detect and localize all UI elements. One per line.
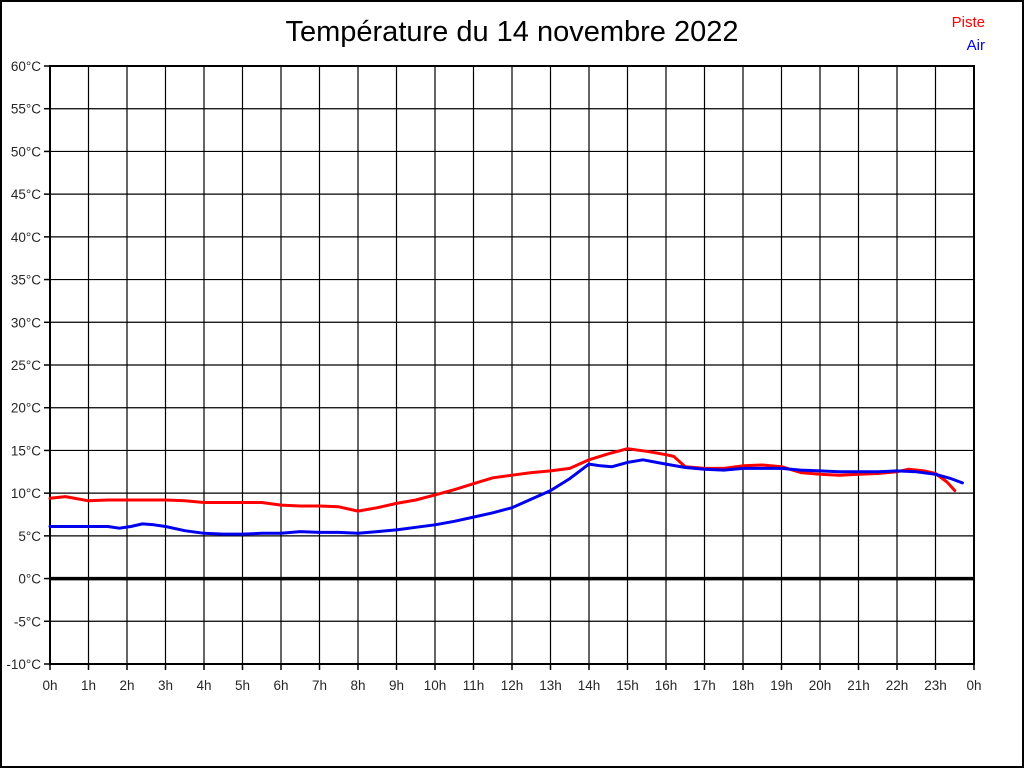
y-axis-tick-label: 0°C (18, 572, 41, 587)
x-axis-tick-label: 21h (847, 678, 870, 693)
x-axis-tick-label: 23h (924, 678, 947, 693)
y-axis-tick-label: 20°C (11, 401, 41, 416)
series-line-piste (48, 447, 957, 513)
y-axis-tick-label: -10°C (6, 657, 41, 672)
x-axis-tick-label: 16h (655, 678, 678, 693)
x-axis-tick-label: 14h (578, 678, 601, 693)
y-axis-tick-label: 5°C (18, 529, 41, 544)
y-axis-tick-label: 45°C (11, 187, 41, 202)
x-axis-tick-label: 19h (770, 678, 793, 693)
y-axis-tick-label: 15°C (11, 443, 41, 458)
series-line-air (48, 458, 964, 536)
y-axis-tick-label: 50°C (11, 144, 41, 159)
x-axis-tick-label: 7h (312, 678, 327, 693)
x-axis-tick-label: 2h (119, 678, 134, 693)
y-axis-tick-label: 55°C (11, 102, 41, 117)
x-axis-tick-label: 22h (886, 678, 909, 693)
x-axis-tick-label: 8h (350, 678, 365, 693)
x-axis-tick-label: 12h (501, 678, 524, 693)
x-axis-tick-label: 0h (966, 678, 981, 693)
x-axis-tick-label: 15h (616, 678, 639, 693)
x-axis-tick-label: 17h (693, 678, 716, 693)
y-axis-tick-label: 35°C (11, 273, 41, 288)
y-axis-tick-label: 60°C (11, 59, 41, 74)
legend: Piste Air (952, 11, 985, 57)
x-axis-tick-label: 0h (42, 678, 57, 693)
chart-title: Température du 14 novembre 2022 (285, 16, 739, 48)
x-axis-tick-label: 13h (539, 678, 562, 693)
x-axis-tick-label: 4h (196, 678, 211, 693)
x-axis-tick-label: 6h (273, 678, 288, 693)
y-axis-tick-label: 30°C (11, 315, 41, 330)
y-axis-tick-label: 40°C (11, 230, 41, 245)
x-axis-tick-label: 18h (732, 678, 755, 693)
y-axis-tick-label: 10°C (11, 486, 41, 501)
x-axis-tick-label: 20h (809, 678, 832, 693)
legend-item-piste: Piste (951, 14, 985, 31)
x-axis-tick-label: 9h (389, 678, 404, 693)
legend-item-air: Air (966, 37, 985, 54)
x-axis-tick-label: 11h (463, 678, 485, 693)
x-axis-tick-label: 3h (158, 678, 173, 693)
x-axis-tick-label: 10h (424, 678, 447, 693)
x-axis-tick-label: 1h (81, 678, 96, 693)
x-axis-tick-label: 5h (235, 678, 250, 693)
y-axis-tick-label: 25°C (11, 358, 41, 373)
y-axis-tick-label: -5°C (14, 614, 41, 629)
